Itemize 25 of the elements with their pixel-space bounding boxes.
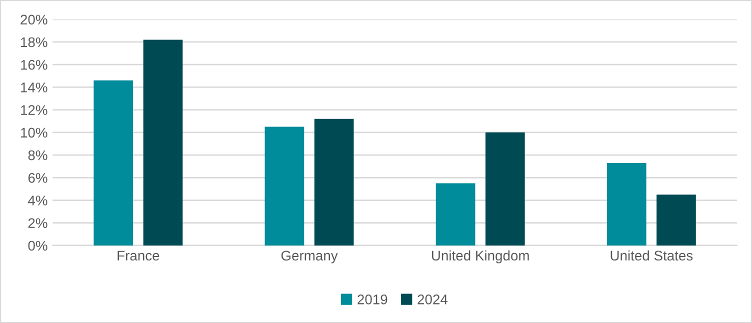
y-tick-label: 20% bbox=[20, 14, 48, 25]
x-tick-label: United States bbox=[610, 250, 693, 261]
legend-label: 2019 bbox=[358, 294, 388, 304]
bar bbox=[94, 80, 134, 246]
y-tick-label: 10% bbox=[21, 128, 48, 138]
y-tick-label: 14% bbox=[21, 82, 48, 92]
y-tick-label: 0% bbox=[28, 240, 48, 251]
bar bbox=[485, 132, 525, 246]
y-tick-label: 6% bbox=[28, 172, 48, 183]
legend-label: 2024 bbox=[418, 294, 448, 304]
bar bbox=[143, 40, 183, 246]
bar bbox=[264, 126, 304, 246]
y-tick-label: 4% bbox=[28, 196, 48, 206]
x-tick-label: United Kingdom bbox=[432, 250, 529, 264]
y-tick-label: 2% bbox=[28, 218, 48, 228]
bar bbox=[436, 183, 476, 246]
bar bbox=[606, 162, 646, 246]
y-tick-label: 12% bbox=[21, 105, 48, 115]
bar bbox=[314, 118, 354, 246]
y-tick-label: 8% bbox=[28, 150, 48, 160]
y-tick-label: 16% bbox=[21, 60, 48, 70]
x-tick-label: France bbox=[118, 250, 160, 261]
y-tick-label: 18% bbox=[21, 37, 48, 48]
x-tick-label: Germany bbox=[281, 250, 338, 264]
bar bbox=[656, 194, 696, 246]
